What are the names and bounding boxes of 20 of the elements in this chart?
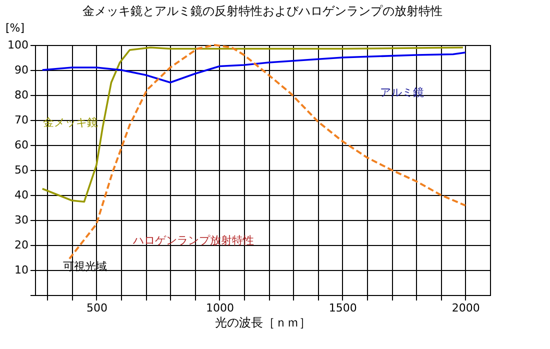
x-tick-label: 1000: [206, 302, 234, 314]
x-axis-title: 光の波長［ｎｍ］: [215, 316, 311, 330]
y-tick-label: 60: [14, 138, 28, 152]
y-tick-label: 90: [14, 64, 28, 76]
x-tick-label: 500: [86, 302, 108, 314]
chart-title: 金メッキ鏡とアルミ鏡の反射特性およびハロゲンランプの放射特性: [82, 4, 442, 18]
y-axis-title: [%]: [6, 22, 25, 34]
y-tick-label: 10: [14, 264, 28, 276]
x-tick-label: 1500: [328, 302, 357, 314]
y-tick-label: 40: [14, 188, 28, 202]
y-tick-label: 80: [14, 88, 28, 102]
line-series: [68, 44, 466, 260]
line-series: [41, 46, 464, 203]
x-tick-label: 2000: [452, 302, 480, 314]
y-tick-label: 20: [14, 238, 28, 252]
y-tick-label: 30: [14, 214, 28, 226]
line-series: [41, 52, 466, 84]
y-tick-label: 100: [8, 38, 28, 52]
y-tick-label: 70: [14, 114, 28, 126]
y-tick-label: 50: [14, 164, 28, 176]
